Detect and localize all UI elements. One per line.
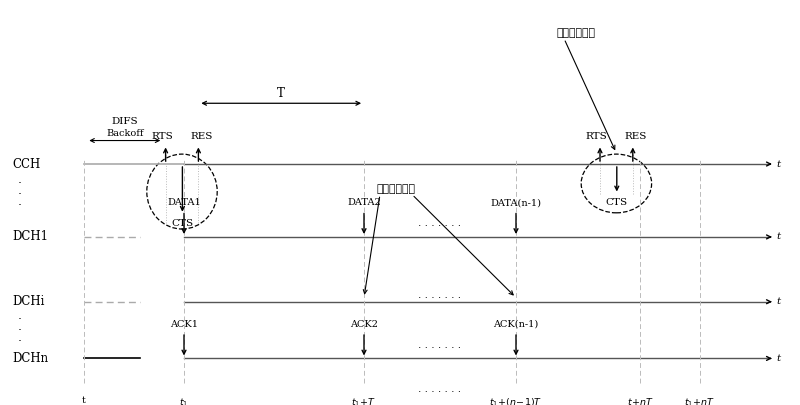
Text: t: t [82,396,86,405]
Text: ACK2: ACK2 [350,320,378,329]
Text: RES: RES [190,132,213,141]
Text: ·
·
·: · · · [18,177,22,212]
Text: DCH1: DCH1 [12,230,48,243]
Text: DCHn: DCHn [12,352,48,365]
Text: ACK(n-1): ACK(n-1) [494,320,538,329]
Text: RTS: RTS [151,132,174,141]
Text: t: t [776,354,780,363]
Text: DATA(n-1): DATA(n-1) [490,198,542,207]
Text: t: t [776,297,780,306]
Text: CTS: CTS [171,219,194,228]
Text: RTS: RTS [586,132,608,141]
Text: 数据信道预约: 数据信道预约 [376,184,415,194]
Text: $t_1\!+\!T$: $t_1\!+\!T$ [351,396,377,405]
Text: t: t [776,232,780,241]
Text: · · · · · · ·: · · · · · · · [418,222,462,231]
Text: DIFS: DIFS [111,117,138,126]
Text: $t_1\!+\!nT$: $t_1\!+\!nT$ [684,396,716,405]
Text: t: t [776,160,780,168]
Text: · · · · · · ·: · · · · · · · [418,343,462,353]
Text: Backoff: Backoff [106,129,143,138]
Text: ·
·
·: · · · [18,313,22,347]
Text: DATA2: DATA2 [347,198,381,207]
Text: CTS: CTS [606,198,628,207]
Text: CCH: CCH [12,158,40,171]
Text: DATA1: DATA1 [167,198,201,207]
Text: $t_1$: $t_1$ [179,396,189,405]
Text: DCHi: DCHi [12,295,44,308]
Text: · · · · · · ·: · · · · · · · [418,387,462,396]
Text: ACK1: ACK1 [170,320,198,329]
Text: 控制信道预约: 控制信道预约 [556,28,595,38]
Text: $t\!+\!nT$: $t\!+\!nT$ [626,396,654,405]
Text: RES: RES [625,132,647,141]
Text: $t_1\!+\!(n\!-\!1)T$: $t_1\!+\!(n\!-\!1)T$ [490,396,542,405]
Text: T: T [278,87,285,100]
Text: · · · · · · ·: · · · · · · · [418,293,462,303]
